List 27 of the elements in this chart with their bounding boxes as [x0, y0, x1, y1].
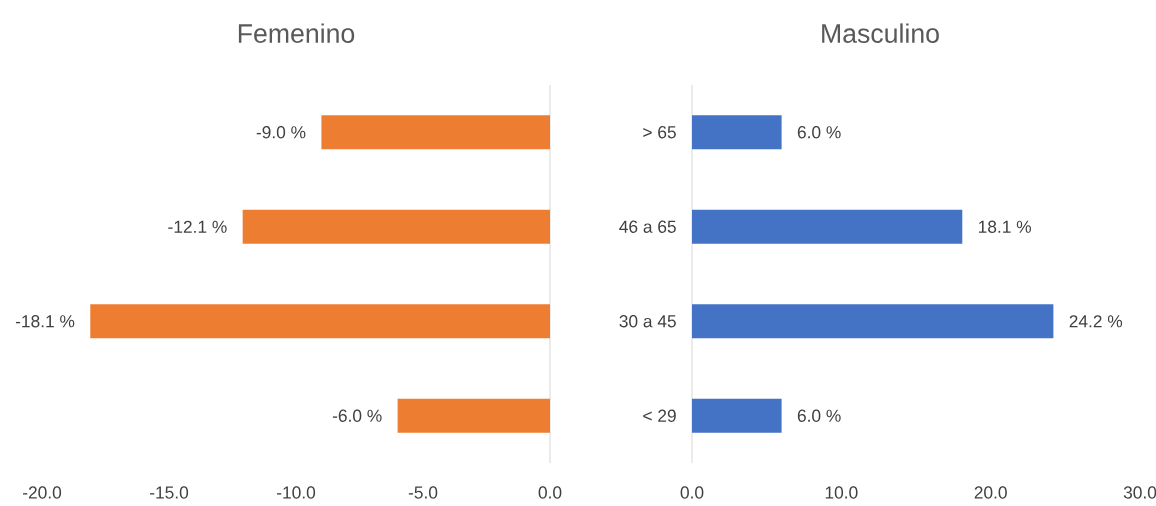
data-label: 6.0 %: [797, 126, 841, 139]
x-tick-label: -15.0: [150, 486, 189, 499]
bar: [692, 209, 963, 244]
x-tick-label: -20.0: [23, 486, 62, 499]
x-tick-label: -5.0: [408, 486, 438, 499]
data-label: 18.1 %: [978, 220, 1032, 233]
x-tick-label: 30.0: [1123, 486, 1156, 499]
data-label: 6.0 %: [797, 409, 841, 422]
data-label: -9.0 %: [256, 126, 306, 139]
y-tick-label: 30 a 45: [619, 315, 676, 328]
y-tick-label: < 29: [643, 409, 676, 422]
data-label: -18.1 %: [15, 315, 75, 328]
y-tick-label: 46 a 65: [619, 220, 676, 233]
x-tick-label: 0.0: [538, 486, 562, 499]
chart-title: Masculino: [822, 23, 939, 43]
y-tick-label: > 65: [643, 126, 676, 139]
bar: [692, 398, 782, 433]
x-tick-label: -10.0: [277, 486, 316, 499]
bar: [692, 304, 1054, 339]
data-label: -6.0 %: [332, 409, 382, 422]
x-tick-label: 0.0: [680, 486, 704, 499]
data-label: -12.1 %: [168, 220, 227, 233]
bar: [692, 115, 782, 150]
x-tick-label: 20.0: [974, 486, 1007, 499]
chart-title: Femenino: [238, 23, 355, 43]
x-tick-label: 10.0: [825, 486, 858, 499]
data-label: 24.2 %: [1069, 315, 1123, 328]
